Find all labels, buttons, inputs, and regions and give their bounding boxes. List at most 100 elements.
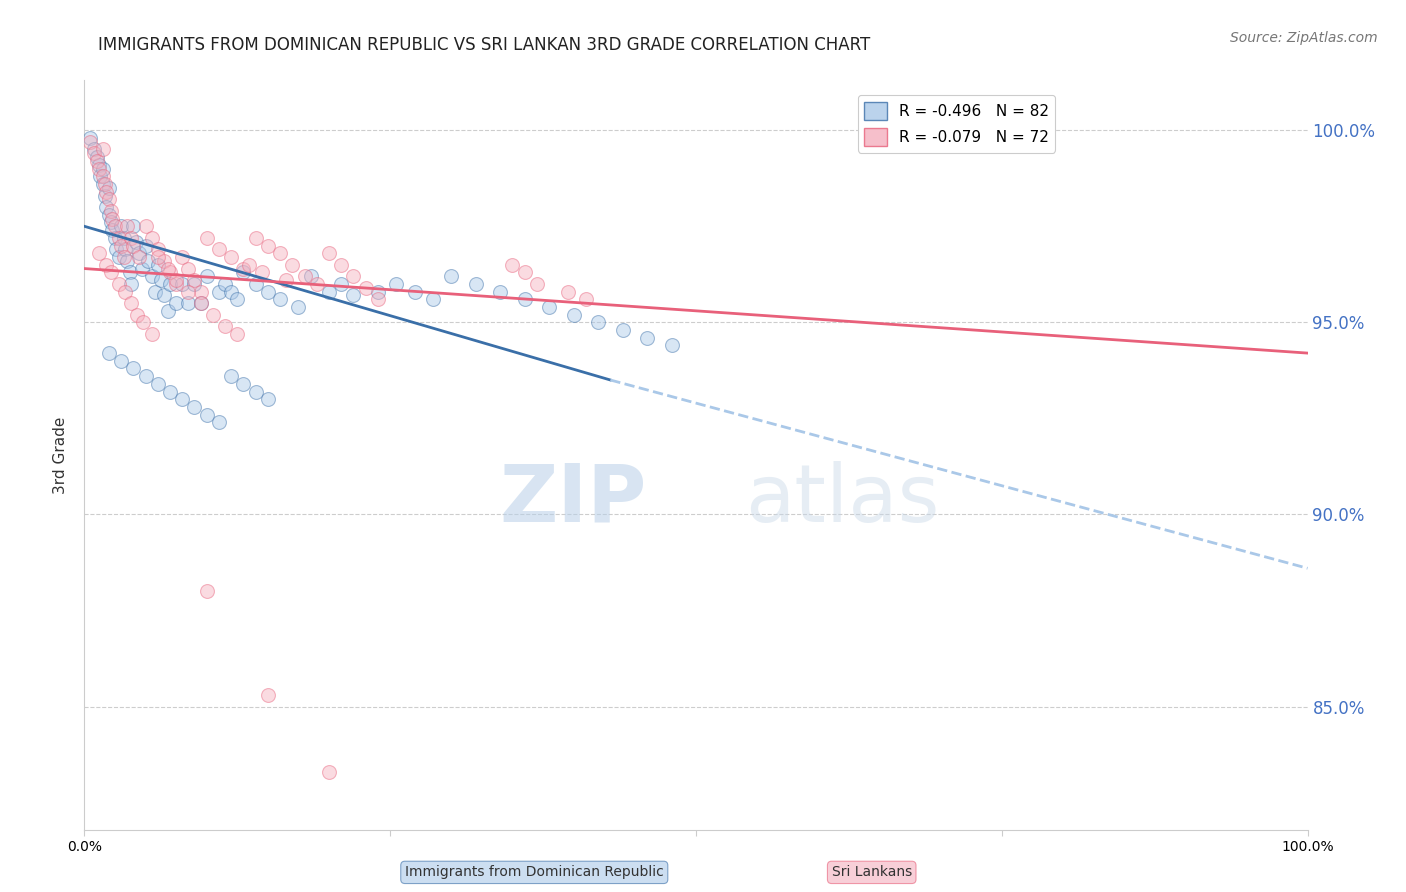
Point [172, 250, 194, 264]
Point [115, 219, 138, 234]
Point [238, 258, 260, 272]
Point [190, 285, 212, 299]
Point [97, 181, 120, 195]
Point [422, 293, 444, 307]
Point [141, 269, 163, 284]
Point [226, 293, 249, 307]
Text: Sri Lankans: Sri Lankans [831, 865, 912, 880]
Point [100, 203, 122, 218]
Point [146, 250, 169, 264]
Point [294, 269, 316, 284]
Point [342, 269, 364, 284]
Point [195, 231, 218, 245]
Point [177, 285, 200, 299]
Point [305, 277, 328, 291]
Point [183, 277, 205, 291]
Point [146, 243, 169, 257]
Point [87, 246, 110, 260]
Point [131, 261, 153, 276]
Point [79, 135, 101, 149]
Point [135, 238, 157, 252]
Point [165, 296, 187, 310]
Point [440, 269, 463, 284]
Point [287, 300, 309, 314]
Text: Immigrants from Dominican Republic: Immigrants from Dominican Republic [405, 865, 664, 880]
Point [245, 277, 267, 291]
Point [125, 308, 148, 322]
Point [190, 296, 212, 310]
Point [122, 361, 145, 376]
Point [538, 300, 561, 314]
Point [91, 161, 114, 176]
Point [159, 265, 181, 279]
Point [318, 764, 340, 779]
Point [385, 277, 408, 291]
Point [96, 258, 118, 272]
Point [342, 288, 364, 302]
Point [354, 281, 377, 295]
Point [172, 392, 194, 407]
Point [318, 285, 340, 299]
Point [257, 285, 280, 299]
Point [232, 261, 254, 276]
Text: Source: ZipAtlas.com: Source: ZipAtlas.com [1230, 31, 1378, 45]
Point [257, 238, 280, 252]
Point [101, 211, 124, 226]
Point [94, 188, 117, 202]
Point [165, 277, 187, 291]
Point [114, 243, 136, 257]
Point [586, 315, 609, 329]
Point [281, 258, 304, 272]
Point [245, 384, 267, 399]
Point [257, 392, 280, 407]
Point [190, 296, 212, 310]
Point [141, 326, 163, 341]
Point [156, 303, 179, 318]
Point [219, 369, 242, 384]
Point [94, 177, 117, 191]
Point [367, 293, 389, 307]
Point [226, 326, 249, 341]
Point [299, 269, 322, 284]
Point [143, 285, 166, 299]
Point [318, 246, 340, 260]
Point [120, 277, 142, 291]
Point [404, 285, 426, 299]
Point [269, 246, 291, 260]
Point [330, 277, 353, 291]
Point [208, 285, 231, 299]
Point [562, 308, 585, 322]
Point [128, 250, 150, 264]
Point [96, 185, 118, 199]
Point [91, 169, 114, 184]
Point [91, 143, 114, 157]
Point [110, 238, 132, 252]
Point [112, 231, 135, 245]
Point [150, 273, 173, 287]
Point [83, 143, 105, 157]
Point [612, 323, 634, 337]
Point [104, 231, 127, 245]
Point [183, 273, 205, 287]
Point [232, 376, 254, 391]
Point [120, 231, 142, 245]
Point [107, 250, 129, 264]
Point [105, 243, 128, 257]
Point [153, 253, 176, 268]
Point [208, 243, 231, 257]
Point [114, 285, 136, 299]
Point [86, 153, 108, 168]
Point [177, 296, 200, 310]
Point [122, 219, 145, 234]
Point [159, 277, 181, 291]
Point [214, 319, 236, 334]
Y-axis label: 3rd Grade: 3rd Grade [53, 417, 69, 493]
Point [208, 415, 231, 429]
Point [79, 131, 101, 145]
Point [101, 223, 124, 237]
Point [183, 400, 205, 414]
Point [177, 261, 200, 276]
Point [91, 177, 114, 191]
Point [159, 384, 181, 399]
Point [110, 353, 132, 368]
